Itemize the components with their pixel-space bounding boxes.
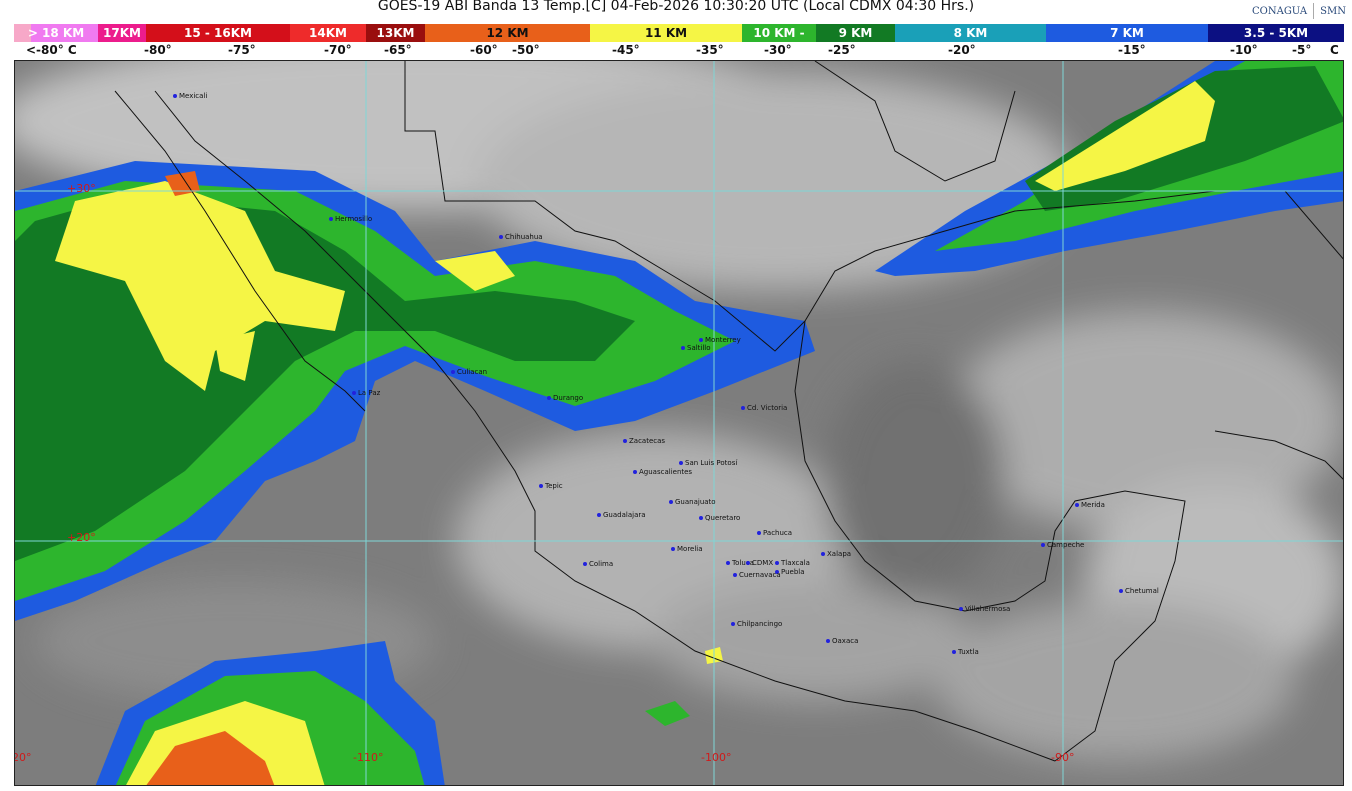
city-marker: Colima xyxy=(583,560,613,568)
city-marker: Monterrey xyxy=(699,336,741,344)
longitude-label: -120° xyxy=(15,751,32,764)
city-marker: Xalapa xyxy=(821,550,851,558)
city-marker: Campeche xyxy=(1041,541,1084,549)
city-marker: Hermosillo xyxy=(329,215,372,223)
coastline xyxy=(114,61,1343,762)
city-marker: Tuxtla xyxy=(952,648,979,656)
temp-label: -20° xyxy=(948,43,976,57)
temp-label: -60° xyxy=(470,43,498,57)
longitude-label: -100° xyxy=(701,751,732,764)
temp-label: -70° xyxy=(324,43,352,57)
city-marker: Cd. Victoria xyxy=(741,404,787,412)
logos: CONAGUA SMN xyxy=(1252,3,1346,19)
colorbar-segment: 13KM xyxy=(366,24,425,42)
conagua-logo: CONAGUA xyxy=(1252,5,1308,17)
colorbar-segment: > 18 KM xyxy=(14,24,98,42)
lat-lon-grid xyxy=(15,61,1343,785)
temp-label: -80° xyxy=(144,43,172,57)
city-marker: Saltillo xyxy=(681,344,711,352)
city-marker: Pachuca xyxy=(757,529,792,537)
city-marker: Puebla xyxy=(775,568,805,576)
altitude-colorbar: > 18 KM 17KM 15 - 16KM 14KM 13KM 12 KM 1… xyxy=(14,24,1344,42)
city-marker: Villahermosa xyxy=(959,605,1010,613)
city-marker: La Paz xyxy=(352,389,380,397)
temp-label: -50° xyxy=(512,43,540,57)
longitude-label: -90° xyxy=(1051,751,1075,764)
temperature-scale: <-80° C -80° -75° -70° -65° -60° -50° -4… xyxy=(0,43,1352,59)
city-marker: Culiacan xyxy=(451,368,487,376)
colorbar-segment: 9 KM xyxy=(816,24,895,42)
city-marker: Chihuahua xyxy=(499,233,543,241)
gray-cloud-field xyxy=(15,61,1343,761)
colorbar-segment: 14KM xyxy=(290,24,366,42)
temp-label: -35° xyxy=(696,43,724,57)
temp-label: -65° xyxy=(384,43,412,57)
image-title: GOES-19 ABI Banda 13 Temp.[C] 04-Feb-202… xyxy=(377,0,975,14)
logo-divider xyxy=(1313,3,1315,19)
temp-label: -10° xyxy=(1230,43,1258,57)
city-marker: Zacatecas xyxy=(623,437,665,445)
city-marker: Tlaxcala xyxy=(775,559,810,567)
colorbar-segment: 8 KM xyxy=(895,24,1046,42)
temp-label: <-80° C xyxy=(26,43,77,57)
city-marker: Merida xyxy=(1075,501,1105,509)
temp-label: -25° xyxy=(828,43,856,57)
satellite-map: +30° +20° -120° -110° -100° -90° Mexical… xyxy=(14,60,1344,786)
city-marker: Aguascalientes xyxy=(633,468,692,476)
temp-label: -75° xyxy=(228,43,256,57)
colorbar-segment: 12 KM xyxy=(425,24,590,42)
latitude-label: +20° xyxy=(67,531,96,544)
smn-logo: SMN xyxy=(1320,5,1346,17)
cloud-cluster-southwest xyxy=(95,641,723,785)
colorbar-segment: 3.5 - 5KM xyxy=(1208,24,1344,42)
temp-label: -30° xyxy=(764,43,792,57)
city-marker: Tepic xyxy=(539,482,563,490)
city-marker: Chilpancingo xyxy=(731,620,782,628)
latitude-label: +30° xyxy=(67,182,96,195)
colorbar-segment: 10 KM - xyxy=(742,24,816,42)
city-marker: Durango xyxy=(547,394,583,402)
map-layers xyxy=(15,61,1343,785)
city-marker: Guadalajara xyxy=(597,511,646,519)
colorbar-segment: 15 - 16KM xyxy=(146,24,290,42)
cloud-band-west xyxy=(15,161,815,621)
city-marker: Cuernavaca xyxy=(733,571,781,579)
colorbar-segment: 17KM xyxy=(98,24,146,42)
city-marker: Guanajuato xyxy=(669,498,716,506)
city-marker: Chetumal xyxy=(1119,587,1159,595)
colorbar-segment: 11 KM xyxy=(590,24,742,42)
city-marker: San Luis Potosí xyxy=(679,459,737,467)
temp-label: -5° xyxy=(1292,43,1312,57)
temp-label: -45° xyxy=(612,43,640,57)
city-marker: Oaxaca xyxy=(826,637,858,645)
city-marker: Toluca xyxy=(726,559,754,567)
city-marker: Mexicali xyxy=(173,92,207,100)
temp-label: C xyxy=(1330,43,1339,57)
city-marker: CDMX xyxy=(746,559,773,567)
temp-label: -15° xyxy=(1118,43,1146,57)
longitude-label: -110° xyxy=(353,751,384,764)
colorbar-segment: 7 KM xyxy=(1046,24,1208,42)
cloud-band-gulf xyxy=(875,61,1343,276)
city-marker: Morelia xyxy=(671,545,703,553)
city-marker: Queretaro xyxy=(699,514,740,522)
